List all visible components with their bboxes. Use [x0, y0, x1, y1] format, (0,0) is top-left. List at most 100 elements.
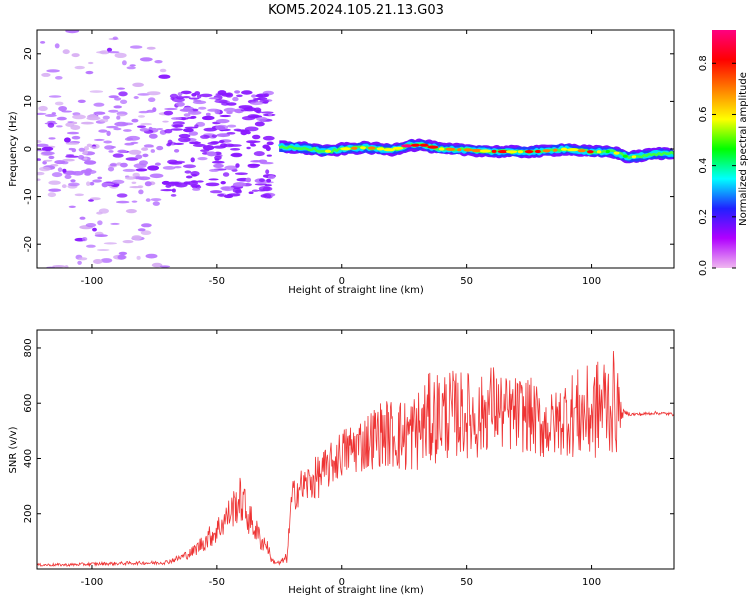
snr-y-tick-label: 800	[23, 338, 34, 357]
spectrogram-blob	[142, 153, 149, 158]
spectrogram-blob	[262, 144, 270, 149]
spectrogram-blob	[63, 170, 77, 175]
colorbar: 0.0 0.2 0.4 0.6 0.8 Normalized spectral ampl…	[698, 30, 749, 276]
spectrogram-blob	[39, 166, 51, 172]
spectrogram-blob	[183, 113, 191, 117]
spectrogram-blob	[70, 125, 81, 130]
spectrogram-blob	[230, 152, 243, 158]
spectrogram-blob	[54, 101, 64, 106]
spectrogram-blob	[175, 101, 185, 107]
spectrogram-blob	[181, 96, 191, 99]
spectrogram-blob	[139, 128, 149, 132]
spectrogram-blob	[118, 251, 128, 256]
spectrogram-blob	[181, 117, 186, 121]
spectrogram-blob	[256, 93, 269, 98]
spectrogram-blob	[171, 188, 176, 193]
spectrogram-blob	[185, 175, 193, 179]
spectrogram-blob	[41, 146, 54, 151]
ridge-hotspot	[534, 149, 541, 154]
ridge-hotspot	[438, 147, 445, 151]
spectrogram-blob	[173, 181, 179, 185]
spectrogram-blob	[131, 118, 139, 123]
ridge-hotspot	[577, 149, 586, 153]
spectrogram-blob	[250, 101, 264, 106]
spectrogram-blob	[96, 51, 107, 54]
spectrogram-blob	[72, 121, 78, 125]
ridge-hotspot	[505, 150, 518, 154]
spectrogram-blob	[136, 255, 141, 260]
spectrogram-blob	[173, 142, 185, 145]
spectrogram-blob	[47, 192, 57, 198]
spectrogram-blob	[156, 128, 164, 130]
spectrogram-blob	[164, 107, 178, 111]
spectrogram-blob	[138, 110, 150, 114]
spectrogram-blob	[137, 228, 146, 232]
spectrogram-blob	[129, 186, 143, 189]
spectrogram-blob	[211, 134, 218, 138]
spectrogram-blob	[183, 128, 194, 133]
spectrogram-blob	[86, 143, 93, 147]
spectrogram-scatter-blobs	[37, 30, 276, 268]
spectrogram-blob	[190, 157, 195, 163]
spectrogram-blob	[167, 159, 178, 165]
snr-x-axis-label: Height of straight line (km)	[288, 585, 424, 596]
spectrogram-blob	[258, 189, 266, 192]
spectrogram-blob	[85, 223, 97, 228]
spectrogram-blob	[96, 249, 110, 251]
spectrogram-blob	[101, 183, 115, 186]
ridge-hotspot	[596, 150, 602, 154]
spectrogram-blob	[74, 65, 85, 70]
spectrogram-blob	[130, 45, 143, 49]
spectrogram-blob	[194, 91, 201, 96]
ridge-hotspot	[340, 147, 351, 151]
spectrogram-blob	[223, 107, 237, 113]
spectrogram-blob	[214, 109, 221, 115]
spectrogram-blob	[103, 140, 113, 144]
spectrogram-blob	[214, 99, 228, 104]
spectrogram-blob	[262, 101, 269, 104]
spectrogram-blob	[146, 46, 156, 50]
spectrogram-blob	[68, 182, 80, 187]
spectrogram-blob	[51, 172, 63, 178]
spectrogram-blob	[113, 105, 122, 109]
spectrogram-blob	[179, 108, 194, 112]
spectrogram-blob	[191, 174, 198, 177]
spectrogram-blob	[117, 149, 128, 154]
spectrogram-blob	[78, 257, 88, 261]
spectrogram-blob	[148, 133, 158, 139]
spectrogram-blob	[56, 125, 63, 128]
spectrogram-blob	[82, 150, 89, 155]
spectrogram-blob	[178, 133, 191, 138]
spectrogram-blob	[83, 146, 89, 151]
spectrogram-blob	[88, 199, 94, 202]
spectrogram-blob	[97, 176, 103, 180]
spectrogram-blob	[148, 97, 156, 102]
spectrogram-blob	[71, 135, 81, 140]
spectrogram-blob	[245, 177, 252, 183]
ridge-hotspot	[324, 149, 332, 153]
spectrogram-blob	[70, 179, 76, 183]
spectrogram-blob	[64, 265, 69, 268]
spectrogram-blob	[251, 189, 259, 192]
ridge-hotspot	[566, 148, 579, 152]
spectrogram-blob	[58, 106, 67, 112]
spectrogram-blob	[210, 190, 223, 194]
spectrogram-blob	[62, 158, 75, 162]
spectrogram-y-ticks: -20 -10 0 10 20	[23, 47, 674, 252]
spectrogram-blob	[37, 143, 49, 147]
spectrogram-blob	[169, 93, 179, 99]
spectrogram-blob	[230, 148, 241, 151]
spectrogram-blob	[150, 198, 162, 202]
spectrogram-blob	[112, 179, 125, 184]
spectrogram-blob	[240, 109, 249, 112]
spectrogram-blob	[244, 126, 259, 132]
ridge-hotspot	[367, 146, 376, 150]
spectrogram-blob	[235, 163, 240, 168]
spectrogram-blob	[86, 244, 96, 248]
spectrogram-blob	[131, 200, 138, 203]
spectrogram-blob	[100, 258, 113, 263]
colorbar-tick-label: 0.6	[698, 106, 709, 122]
spectrogram-blob	[208, 97, 220, 100]
spectrogram-blob	[256, 116, 268, 122]
spectrogram-blob	[62, 168, 67, 173]
